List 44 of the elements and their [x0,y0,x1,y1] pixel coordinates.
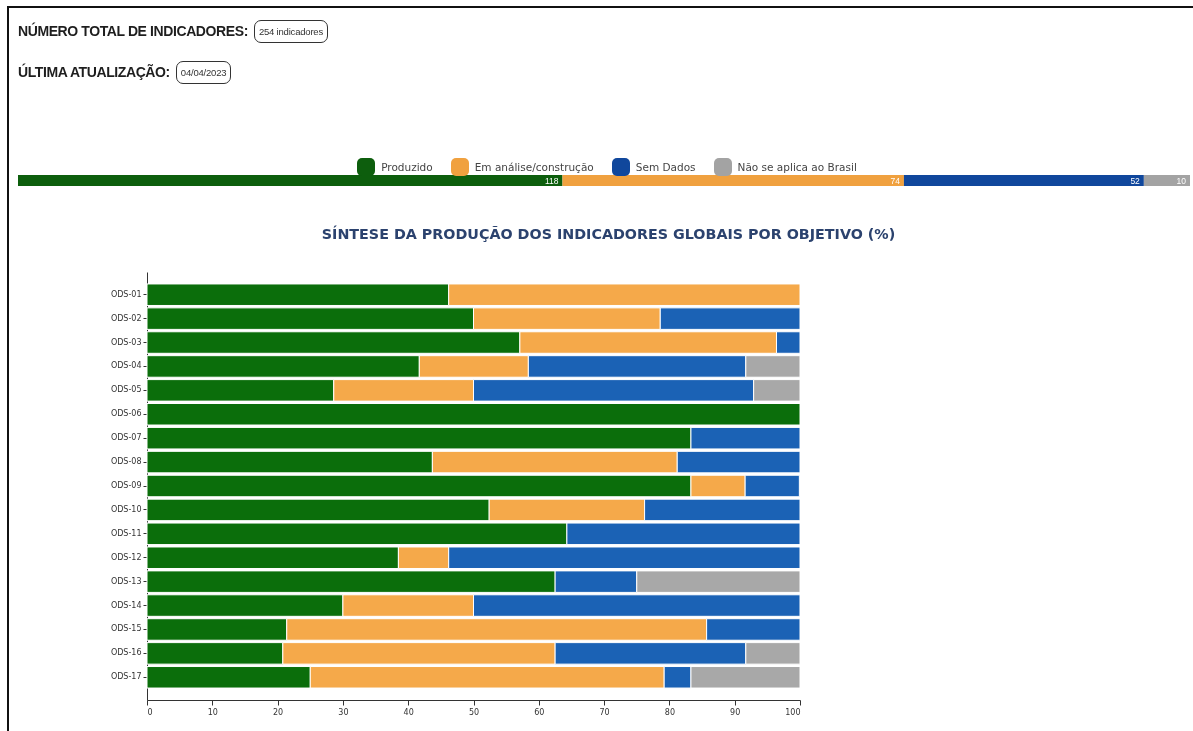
legend-label: Sem Dados [635,161,696,173]
bar [1143,175,1190,186]
x-tick-label: 0 [147,707,153,717]
x-tick-label: 80 [664,707,675,717]
y-tick-label: ODS-06 [110,409,142,419]
text: 254 indicadores [253,19,328,43]
y-tick-label: ODS-01 [110,289,142,299]
y-tick-label: ODS-16 [110,648,142,658]
y-tick-label: ODS-13 [110,576,142,586]
chart-title: SÍNTESE DA PRODUÇÃO DOS INDICADORES GLOBAIS POR OBJETIVO (%) [321,224,896,242]
y-tick-label: ODS-08 [110,457,142,467]
y-tick-label: ODS-15 [110,624,142,634]
text: 04/04/2023 [175,60,232,84]
data-label: 52 [1130,175,1141,186]
y-tick-label: ODS-07 [110,433,142,443]
data-label: 118 [544,175,559,186]
legend-label: Em análise/construção [474,161,594,173]
bar [562,175,904,186]
y-tick-label: ODS-09 [110,481,142,490]
y-tick-label: ODS-02 [110,313,142,323]
legend-label: Produzido [381,161,433,173]
y-tick-label: ODS-03 [110,337,142,347]
x-tick-label: 70 [599,707,610,717]
data-label: 10 [1176,175,1187,186]
x-tick-label: 20 [273,707,284,717]
x-tick-label: 60 [534,707,545,717]
y-tick-label: ODS-11 [110,528,142,538]
y-tick-label: ODS-12 [110,552,142,562]
x-tick-label: 100 [785,707,801,717]
bar [903,175,1144,186]
y-tick-label: ODS-10 [110,504,142,514]
x-tick-label: 90 [730,707,741,717]
x-tick-label: 30 [338,707,349,717]
data-label: 74 [890,175,901,186]
y-tick-label: ODS-17 [110,672,142,682]
text: ÚLTIMA ATUALIZAÇÃO: [18,64,170,80]
y-tick-label: ODS-05 [110,385,142,395]
x-tick-label: 40 [403,707,414,717]
x-tick-label: 50 [468,707,480,717]
y-tick-label: ODS-04 [110,361,142,371]
y-tick-label: ODS-14 [110,600,142,610]
x-tick-label: 10 [207,707,218,717]
legend-label: Não se aplica ao Brasil [737,161,857,173]
text: NÚMERO TOTAL DE INDICADORES: [18,23,248,39]
